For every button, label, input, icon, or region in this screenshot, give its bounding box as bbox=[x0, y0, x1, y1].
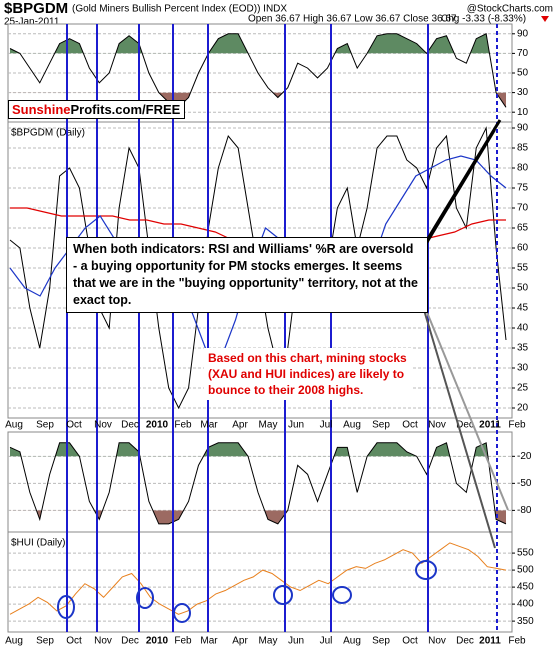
y-tick-label: 550 bbox=[517, 548, 534, 559]
ellipse bbox=[273, 585, 293, 605]
x-tick-label: Jun bbox=[288, 420, 304, 431]
x-tick-label: Oct bbox=[66, 636, 82, 647]
x-tick-label: Feb bbox=[508, 420, 526, 431]
pointer bbox=[423, 129, 496, 249]
y-tick-label: 90 bbox=[517, 28, 529, 39]
x-tick-label: Sep bbox=[372, 420, 390, 431]
x-tick-label: Nov bbox=[94, 420, 112, 431]
y-tick-label: 30 bbox=[517, 363, 529, 374]
y-tick-label: -80 bbox=[517, 505, 532, 516]
y-tick-label: 55 bbox=[517, 263, 529, 274]
x-tick-label: Nov bbox=[94, 636, 112, 647]
pointer bbox=[423, 304, 509, 511]
y-tick-label: 70 bbox=[517, 203, 529, 214]
quote: Open 36.67 High 36.67 Low 36.67 Close 36… bbox=[248, 14, 457, 25]
y-tick-label: 45 bbox=[517, 303, 529, 314]
x-tick-label: Jul bbox=[320, 636, 333, 647]
date: 25-Jan-2011 bbox=[4, 17, 60, 28]
y-tick-label: 70 bbox=[517, 48, 529, 59]
watermark: SunshineProfits.com/FREE bbox=[8, 100, 185, 119]
x-tick-label: Feb bbox=[174, 420, 192, 431]
y-tick-label: 60 bbox=[517, 243, 529, 254]
y-tick-label: 75 bbox=[517, 183, 529, 194]
x-tick-label: Aug bbox=[5, 636, 23, 647]
x-tick-label: Aug bbox=[343, 636, 361, 647]
x-tick-label: May bbox=[259, 420, 278, 431]
x-tick-label: Oct bbox=[402, 420, 418, 431]
x-tick-label: Dec bbox=[121, 420, 139, 431]
brand: Sunshine bbox=[12, 102, 71, 117]
y-tick-label: 40 bbox=[517, 323, 529, 334]
series-line bbox=[9, 33, 507, 108]
x-tick-label: 2011 bbox=[479, 636, 501, 647]
x-tick-label: Mar bbox=[200, 420, 218, 431]
x-tick-label: Dec bbox=[121, 636, 139, 647]
ellipse bbox=[136, 587, 154, 609]
y-tick-label: 350 bbox=[517, 616, 534, 627]
ellipse bbox=[173, 603, 191, 623]
x-tick-label: 2010 bbox=[146, 636, 169, 647]
x-tick-label: Oct bbox=[66, 420, 82, 431]
down-arrow bbox=[541, 16, 549, 22]
x-tick-label: Sep bbox=[372, 636, 390, 647]
series-line bbox=[9, 442, 507, 525]
x-tick-label: Sep bbox=[36, 636, 54, 647]
x-tick-label: Aug bbox=[5, 420, 23, 431]
y-tick-label: 400 bbox=[517, 599, 534, 610]
x-tick-label: Dec bbox=[456, 420, 474, 431]
x-tick-label: Feb bbox=[508, 636, 526, 647]
y-tick-label: 10 bbox=[517, 107, 529, 118]
y-tick-label: 25 bbox=[517, 383, 529, 394]
x-tick-label: Jun bbox=[288, 636, 304, 647]
index-name: (Gold Miners Bullish Percent Index (EOD)… bbox=[72, 4, 287, 15]
ellipse bbox=[332, 586, 352, 604]
x-tick-label: May bbox=[259, 636, 278, 647]
ellipse bbox=[57, 595, 75, 619]
x-tick-label: Nov bbox=[428, 636, 446, 647]
y-tick-label: 450 bbox=[517, 582, 534, 593]
x-tick-label: Apr bbox=[232, 420, 248, 431]
y-tick-label: -50 bbox=[517, 478, 532, 489]
annotation: Based on this chart, mining stocks (XAU … bbox=[204, 348, 412, 400]
x-tick-label: Jul bbox=[320, 420, 333, 431]
annotation: When both indicators: RSI and Williams' … bbox=[66, 237, 428, 313]
x-tick-label: 2010 bbox=[146, 420, 169, 431]
x-tick-label: Apr bbox=[232, 636, 248, 647]
x-tick-label: Nov bbox=[428, 420, 446, 431]
y-tick-label: 500 bbox=[517, 565, 534, 576]
y-tick-label: 85 bbox=[517, 143, 529, 154]
y-tick-label: 90 bbox=[517, 123, 529, 134]
panel-label: $BPGDM (Daily) bbox=[11, 128, 85, 139]
y-tick-label: 65 bbox=[517, 223, 529, 234]
y-tick-label: 50 bbox=[517, 283, 529, 294]
y-tick-label: 30 bbox=[517, 87, 529, 98]
x-tick-label: Feb bbox=[174, 636, 192, 647]
upper-fill bbox=[10, 442, 506, 457]
upper-fill bbox=[10, 33, 490, 54]
x-tick-label: Aug bbox=[343, 420, 361, 431]
y-tick-label: 80 bbox=[517, 163, 529, 174]
brand-rest: Profits.com/FREE bbox=[70, 102, 181, 117]
x-tick-label: 2011 bbox=[479, 420, 501, 431]
change: Chg -3.33 (-8.33%) bbox=[441, 14, 526, 25]
y-tick-label: 20 bbox=[517, 403, 529, 414]
x-tick-label: Oct bbox=[402, 636, 418, 647]
lower-fill bbox=[36, 510, 506, 524]
source: @StockCharts.com bbox=[467, 4, 553, 15]
ellipse bbox=[415, 560, 437, 580]
x-tick-label: Sep bbox=[36, 420, 54, 431]
x-tick-label: Mar bbox=[200, 636, 218, 647]
y-tick-label: 50 bbox=[517, 68, 529, 79]
y-tick-label: -20 bbox=[517, 451, 532, 462]
x-tick-label: Dec bbox=[456, 636, 474, 647]
symbol: $BPGDM bbox=[4, 0, 68, 17]
panel-label: $HUI (Daily) bbox=[11, 538, 65, 549]
pointer bbox=[423, 309, 496, 549]
y-tick-label: 35 bbox=[517, 343, 529, 354]
highlights bbox=[57, 560, 437, 623]
